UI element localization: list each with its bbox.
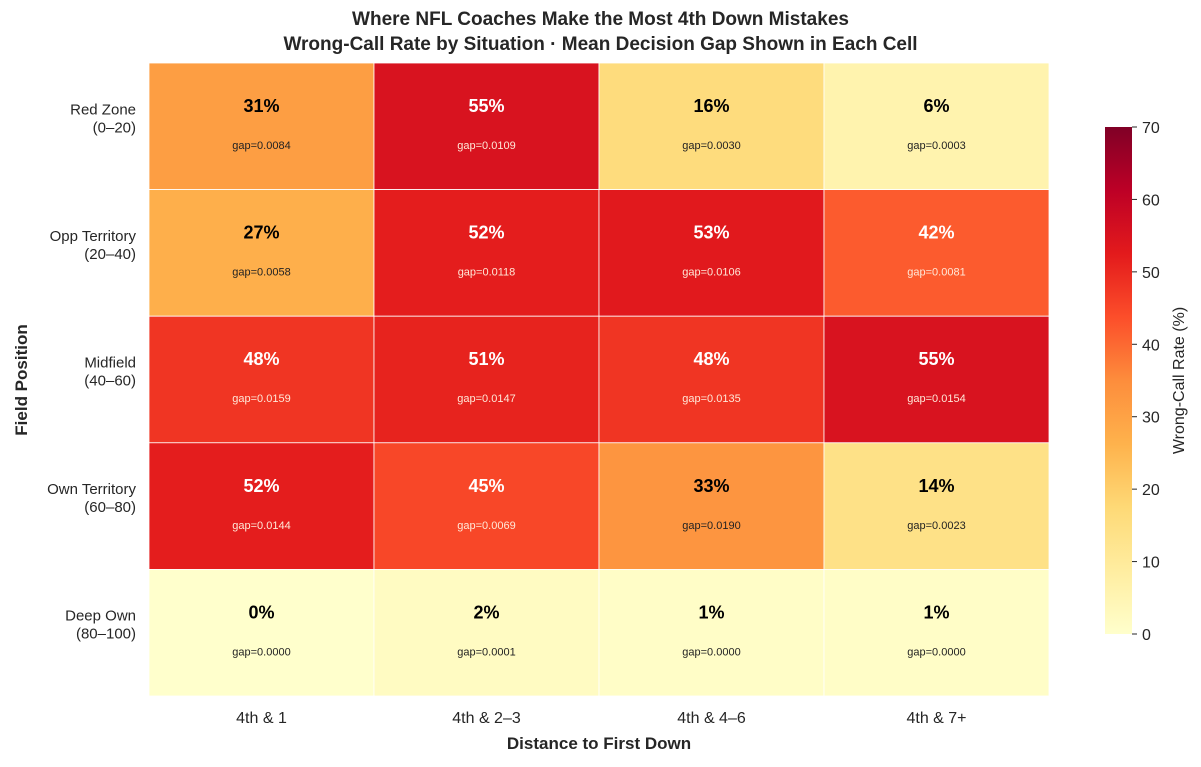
heatmap-cell xyxy=(373,189,600,317)
colorbar-gradient xyxy=(1105,127,1132,634)
cell-gap-label: gap=0.0001 xyxy=(457,646,515,658)
heatmap-cell xyxy=(148,189,375,317)
colorbar-tick-label: 40 xyxy=(1142,337,1160,354)
colorbar-tick-label: 0 xyxy=(1142,627,1151,644)
cell-value-label: 55% xyxy=(918,349,954,369)
x-tick-label: 4th & 4–6 xyxy=(677,710,746,727)
y-tick-label: Deep Own xyxy=(65,608,136,625)
cell-gap-label: gap=0.0000 xyxy=(682,646,740,658)
cell-gap-label: gap=0.0190 xyxy=(682,520,740,532)
heatmap-cell xyxy=(148,442,375,570)
heatmap-cell xyxy=(823,189,1050,317)
cell-gap-label: gap=0.0154 xyxy=(907,393,965,405)
cell-value-label: 52% xyxy=(243,476,279,496)
cell-value-label: 1% xyxy=(698,602,724,622)
cell-gap-label: gap=0.0109 xyxy=(457,140,515,152)
cell-gap-label: gap=0.0118 xyxy=(458,267,516,279)
cell-gap-label: gap=0.0023 xyxy=(907,520,965,532)
x-tick-label: 4th & 1 xyxy=(236,710,287,727)
cell-value-label: 6% xyxy=(923,96,949,116)
y-tick-label: (80–100) xyxy=(76,626,136,643)
colorbar: 0 10 20 30 40 50 60 70 Wrong-Call Rate (%) xyxy=(1105,120,1188,644)
cell-value-label: 0% xyxy=(248,602,274,622)
y-tick-label: Own Territory xyxy=(47,481,136,498)
cell-value-label: 55% xyxy=(468,96,504,116)
cell-value-label: 45% xyxy=(468,476,504,496)
x-tick-label: 4th & 2–3 xyxy=(452,710,521,727)
heatmap-cell xyxy=(823,315,1050,444)
heatmap-cell xyxy=(373,315,600,444)
colorbar-tick-label: 30 xyxy=(1142,410,1160,427)
colorbar-tick-label: 20 xyxy=(1142,482,1160,499)
heatmap-cell xyxy=(598,315,825,444)
cell-value-label: 1% xyxy=(923,602,949,622)
cell-value-label: 51% xyxy=(468,349,504,369)
heatmap-cell xyxy=(823,442,1050,570)
y-tick-label: (0–20) xyxy=(93,119,136,136)
cell-value-label: 48% xyxy=(243,349,279,369)
heatmap-cell xyxy=(148,62,375,190)
y-tick-label: (60–80) xyxy=(84,499,136,516)
cell-gap-label: gap=0.0030 xyxy=(682,140,740,152)
y-tick-label: Opp Territory xyxy=(50,228,137,245)
heatmap-cell xyxy=(823,569,1050,697)
y-axis-label: Field Position xyxy=(12,324,31,435)
heatmap-cell xyxy=(598,189,825,317)
cell-value-label: 33% xyxy=(693,476,729,496)
cell-gap-label: gap=0.0147 xyxy=(457,393,515,405)
colorbar-tick-label: 10 xyxy=(1142,555,1160,572)
cell-value-label: 31% xyxy=(243,96,279,116)
y-tick-label: Red Zone xyxy=(70,101,136,118)
cell-value-label: 48% xyxy=(693,349,729,369)
cell-gap-label: gap=0.0084 xyxy=(232,140,290,152)
cell-gap-label: gap=0.0069 xyxy=(457,520,515,532)
chart-title: Where NFL Coaches Make the Most 4th Down… xyxy=(352,9,849,30)
cell-gap-label: gap=0.0159 xyxy=(232,393,290,405)
heatmap-cell xyxy=(373,442,600,570)
heatmap-cell xyxy=(148,569,375,697)
cell-value-label: 52% xyxy=(468,223,504,243)
heatmap-cell xyxy=(823,62,1050,190)
cell-gap-label: gap=0.0003 xyxy=(907,140,965,152)
y-tick-label: Midfield xyxy=(84,355,136,372)
y-tick-label: (40–60) xyxy=(84,373,136,390)
cell-value-label: 14% xyxy=(918,476,954,496)
cell-value-label: 42% xyxy=(918,223,954,243)
heatmap-cell xyxy=(373,569,600,697)
cell-gap-label: gap=0.0135 xyxy=(682,393,740,405)
cell-gap-label: gap=0.0144 xyxy=(232,520,290,532)
chart-subtitle: Wrong-Call Rate by Situation · Mean Deci… xyxy=(283,34,918,55)
heatmap-cell xyxy=(598,569,825,697)
heatmap-cell xyxy=(598,442,825,570)
y-tick-label: (20–40) xyxy=(84,246,136,263)
x-tick-label: 4th & 7+ xyxy=(906,710,966,727)
cell-gap-label: gap=0.0058 xyxy=(232,267,290,279)
cell-gap-label: gap=0.0081 xyxy=(907,267,965,279)
cell-value-label: 27% xyxy=(243,223,279,243)
cell-gap-label: gap=0.0106 xyxy=(682,267,740,279)
heatmap-cell xyxy=(598,62,825,190)
cell-value-label: 2% xyxy=(473,602,499,622)
cell-value-label: 53% xyxy=(693,223,729,243)
heatmap-cell xyxy=(373,62,600,190)
heatmap-cell xyxy=(148,315,375,444)
x-axis-label: Distance to First Down xyxy=(507,734,691,753)
cell-gap-label: gap=0.0000 xyxy=(907,646,965,658)
colorbar-tick-label: 70 xyxy=(1142,120,1160,137)
colorbar-tick-label: 50 xyxy=(1142,265,1160,282)
cell-value-label: 16% xyxy=(693,96,729,116)
colorbar-label: Wrong-Call Rate (%) xyxy=(1171,307,1188,454)
colorbar-tick-label: 60 xyxy=(1142,192,1160,209)
cell-gap-label: gap=0.0000 xyxy=(232,646,290,658)
